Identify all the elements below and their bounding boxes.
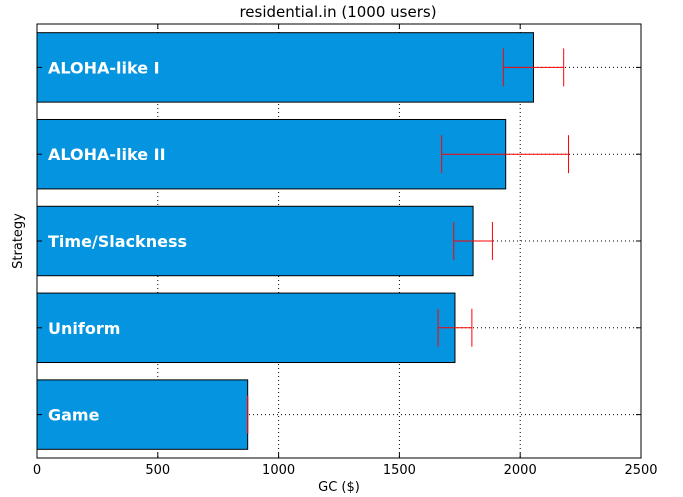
x-axis-label: GC ($)	[318, 480, 360, 495]
bars	[36, 32, 534, 450]
y-ticks	[37, 66, 641, 416]
x-tick-label: 0	[33, 463, 41, 478]
x-tick-label: 500	[145, 463, 170, 478]
y-axis-label: Strategy	[11, 213, 26, 269]
bar-label: Game	[48, 406, 100, 425]
x-tick-label: 2500	[624, 463, 657, 478]
x-tick-label: 2000	[504, 463, 537, 478]
bar-labels: ALOHA-like I ALOHA-like II Time/Slackness U…	[48, 58, 187, 424]
bar	[36, 32, 534, 103]
bar	[36, 379, 249, 450]
x-tick-label: 1000	[262, 463, 295, 478]
bar-label: ALOHA-like I	[48, 58, 160, 77]
bar-label: Uniform	[48, 319, 120, 338]
plot-frame	[36, 23, 642, 459]
bar-label: Time/Slackness	[48, 232, 187, 251]
bar	[36, 205, 474, 277]
bar	[36, 292, 456, 364]
x-tick-label: 1500	[383, 463, 416, 478]
error-bars	[247, 48, 570, 434]
bar	[36, 118, 507, 190]
x-ticks: 0 500 1000 1500 2000 2500	[33, 24, 658, 478]
chart-title: residential.in (1000 users)	[239, 3, 436, 21]
bar-label: ALOHA-like II	[48, 145, 166, 164]
